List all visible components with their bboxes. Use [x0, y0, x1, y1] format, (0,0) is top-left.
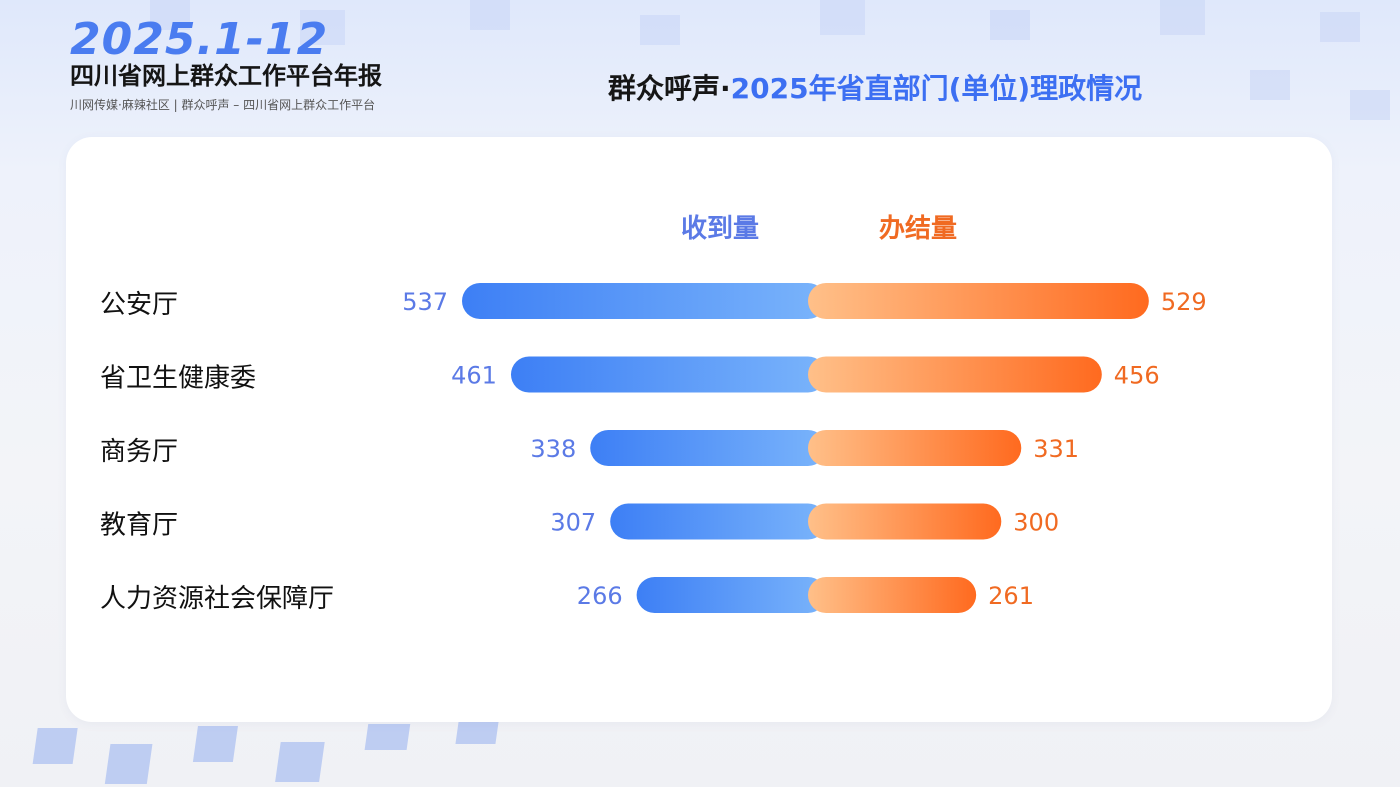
- category-label: 教育厅: [100, 511, 178, 541]
- report-subtitle: 川网传媒·麻辣社区 | 群众呼声 – 四川省网上群众工作平台: [70, 98, 376, 112]
- value-label-received: 461: [451, 362, 497, 390]
- value-label-completed: 261: [988, 582, 1034, 610]
- value-label-received: 338: [530, 435, 576, 463]
- value-label-received: 307: [550, 509, 596, 537]
- page-title: 群众呼声·2025年省直部门(单位)理政情况: [608, 72, 1142, 106]
- value-label-completed: 456: [1114, 362, 1160, 390]
- value-label-completed: 300: [1013, 509, 1059, 537]
- bar-received: [510, 356, 826, 393]
- value-label-completed: 331: [1033, 435, 1079, 463]
- bar-received: [462, 283, 826, 319]
- bar-received: [636, 577, 826, 613]
- category-label: 人力资源社会保障厅: [100, 584, 334, 614]
- bar-completed: [808, 430, 1022, 466]
- bar-received: [610, 503, 826, 540]
- chart-card: 收到量 办结量公安厅 537 529 省卫生健康委 461 456 商务厅 338 331 教育厅 3…: [66, 137, 1332, 722]
- bar-completed: [808, 577, 977, 613]
- bar-completed: [808, 503, 1002, 540]
- category-label: 商务厅: [100, 437, 178, 467]
- bar-completed: [808, 283, 1149, 319]
- bar-received: [590, 430, 826, 466]
- legend-received: 收到量: [681, 214, 759, 244]
- bar-completed: [808, 356, 1102, 393]
- value-label-received: 537: [402, 288, 448, 316]
- legend-completed: 办结量: [879, 214, 957, 244]
- report-title: 四川省网上群众工作平台年报: [70, 62, 382, 90]
- value-label-completed: 529: [1161, 288, 1207, 316]
- category-label: 省卫生健康委: [100, 364, 256, 394]
- page-title-main: 2025年省直部门(单位)理政情况: [730, 72, 1143, 105]
- page-title-prefix: 群众呼声·: [608, 72, 731, 105]
- category-label: 公安厅: [100, 290, 178, 320]
- value-label-received: 266: [577, 582, 623, 610]
- report-year: 2025.1-12: [70, 14, 329, 65]
